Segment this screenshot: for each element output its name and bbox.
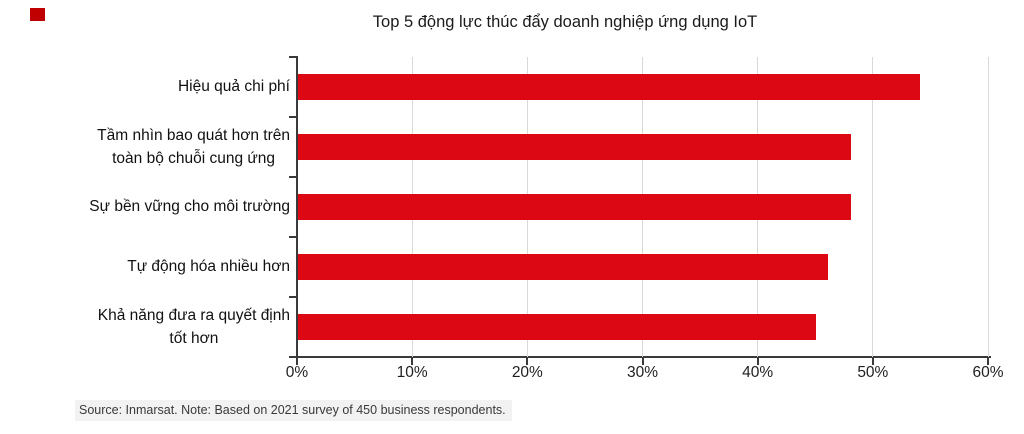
y-axis-tick — [289, 176, 297, 178]
y-axis-tick — [289, 356, 297, 358]
x-axis-tick-label: 50% — [857, 364, 889, 381]
category-label-text: Khả năng đưa ra quyết định tốt hơn — [97, 306, 290, 347]
x-axis-line — [295, 356, 991, 358]
bar — [298, 314, 817, 340]
x-axis-tick — [756, 358, 759, 365]
category-label-text: Tự động hóa nhiều hơn — [127, 258, 290, 276]
x-axis-tick-label: 10% — [396, 364, 428, 381]
x-axis-tick — [526, 358, 529, 365]
gridline — [987, 57, 989, 357]
x-axis-tick — [871, 358, 874, 365]
x-axis-tick — [296, 358, 298, 365]
gridline — [872, 57, 874, 357]
source-note: Source: Inmarsat. Note: Based on 2021 su… — [75, 400, 512, 421]
x-axis-tick — [641, 358, 644, 365]
category-label-text: Tầm nhìn bao quát hơn trên toàn bộ chuỗi … — [97, 126, 290, 167]
x-axis-tick-label: 30% — [626, 364, 659, 381]
x-axis-tick-label: 40% — [742, 364, 774, 381]
chart-title: Top 5 động lực thúc đẩy doanh nghiệp ứng… — [372, 13, 758, 31]
bar — [298, 254, 828, 280]
category-label: Hiệu quả chi phí — [0, 57, 290, 117]
category-label: Khả năng đưa ra quyết định tốt hơn — [0, 297, 290, 357]
category-label: Tầm nhìn bao quát hơn trên toàn bộ chuỗi … — [0, 117, 290, 177]
red-square-marker — [30, 8, 45, 21]
y-axis-tick — [289, 236, 297, 238]
category-label-text: Hiệu quả chi phí — [177, 78, 290, 96]
bar — [298, 134, 851, 160]
y-axis-tick — [289, 296, 297, 298]
x-axis-tick-label: 60% — [972, 364, 1004, 381]
x-axis-tick-label: 20% — [511, 364, 543, 381]
x-axis-tick — [411, 358, 414, 365]
y-axis-tick — [289, 116, 297, 118]
category-label-text: Sự bền vững cho môi trường — [89, 198, 290, 216]
bar — [298, 194, 851, 220]
x-axis-tick — [987, 358, 989, 365]
bar — [298, 74, 920, 100]
y-axis-tick — [289, 56, 297, 58]
category-label: Tự động hóa nhiều hơn — [0, 237, 290, 297]
category-label: Sự bền vững cho môi trường — [0, 177, 290, 237]
x-axis-tick-label: 0% — [285, 364, 309, 381]
y-axis-line — [296, 56, 298, 358]
